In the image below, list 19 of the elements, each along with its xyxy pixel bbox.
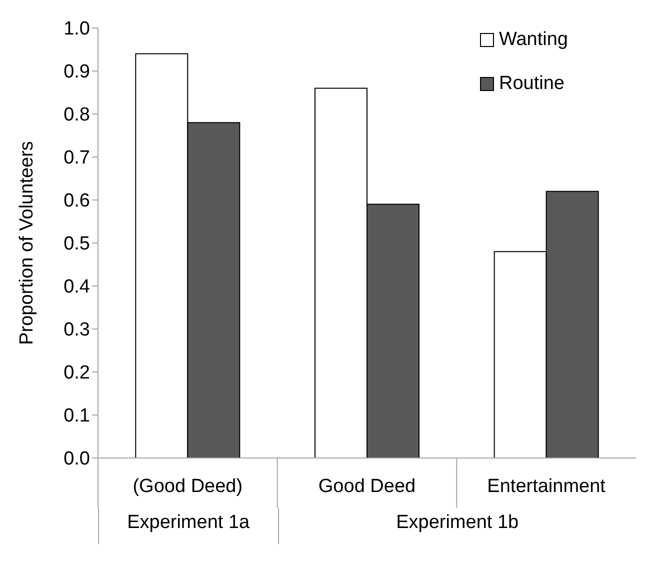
y-tick-label: 1.0	[64, 18, 90, 40]
x-tick-label: (Good Deed)	[132, 476, 243, 497]
y-tick-label: 0.7	[64, 148, 90, 169]
text: Experiment 1b	[278, 508, 636, 544]
y-tick-label: 0.0	[64, 448, 90, 470]
y-axis-title: Proportion of Volunteers	[16, 141, 38, 345]
y-tick-label: 0.4	[64, 276, 90, 298]
y-tick-label: 0.5	[64, 234, 90, 255]
y-tick-label: 0.1	[64, 406, 90, 427]
x-tick-label: Good Deed	[318, 476, 416, 497]
y-tick-label: 0.2	[64, 362, 90, 384]
legend-label: Wanting	[499, 29, 568, 51]
y-tick-label: 0.3	[64, 320, 90, 341]
y-tick-label: 0.9	[64, 62, 90, 83]
text: Experiment 1a	[98, 508, 278, 544]
legend-label: Routine	[499, 73, 564, 95]
x-tick-label: Entertainment	[487, 476, 606, 497]
y-tick-label: 0.6	[64, 190, 90, 212]
y-tick-label: 0.8	[64, 104, 90, 126]
